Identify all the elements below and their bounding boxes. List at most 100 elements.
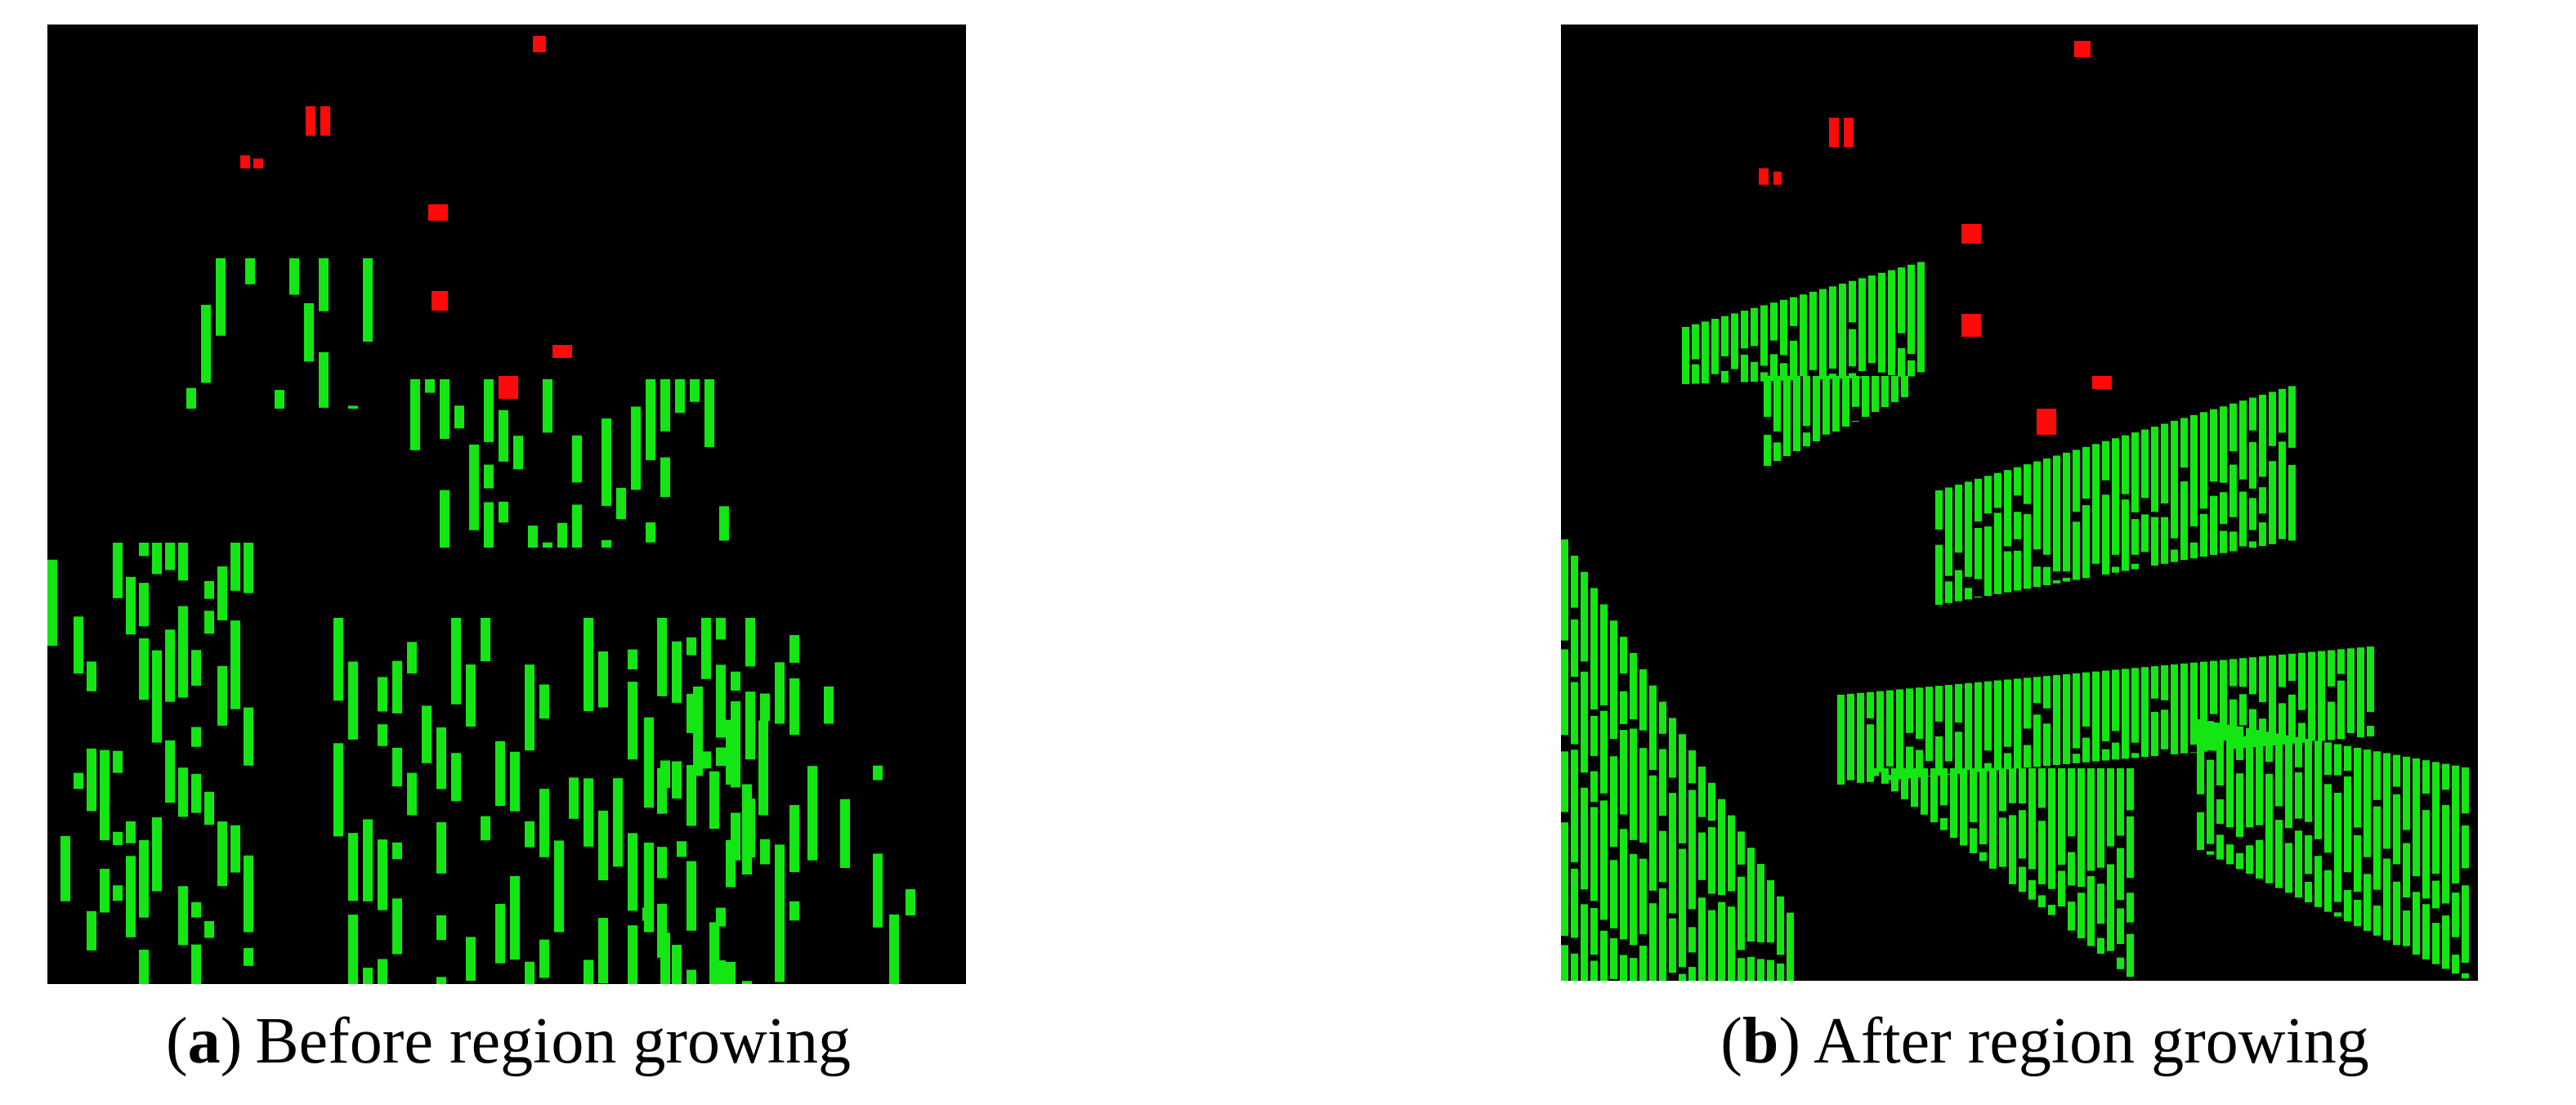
green-pixels bbox=[2373, 905, 2381, 936]
green-pixels bbox=[2033, 566, 2041, 588]
green-pixels bbox=[2249, 498, 2256, 530]
green-pixels bbox=[2354, 899, 2361, 927]
green-pixels bbox=[2087, 875, 2095, 946]
red-pixels bbox=[320, 106, 330, 136]
green-pixels bbox=[602, 539, 611, 548]
green-pixels bbox=[2246, 727, 2253, 828]
green-pixels bbox=[1955, 570, 1962, 602]
green-pixels bbox=[2043, 459, 2051, 555]
green-pixels bbox=[1849, 280, 1856, 323]
green-pixels bbox=[2053, 675, 2060, 765]
green-pixels bbox=[2442, 763, 2449, 790]
green-pixels bbox=[1872, 376, 1879, 412]
green-pixels bbox=[742, 981, 752, 984]
green-pixels bbox=[2068, 901, 2075, 931]
green-pixels bbox=[2295, 736, 2302, 767]
green-pixels bbox=[425, 379, 435, 393]
caption-open: ( bbox=[166, 1005, 188, 1077]
green-pixels bbox=[2024, 464, 2031, 504]
green-pixels bbox=[628, 649, 637, 670]
green-pixels bbox=[495, 740, 505, 806]
green-pixels bbox=[481, 618, 490, 662]
green-pixels bbox=[1960, 768, 1967, 846]
green-pixels bbox=[204, 580, 214, 599]
red-pixels bbox=[1773, 172, 1782, 185]
green-pixels bbox=[2318, 651, 2325, 741]
green-pixels bbox=[126, 576, 136, 635]
green-pixels bbox=[2019, 866, 2026, 892]
green-pixels bbox=[2082, 737, 2090, 763]
green-pixels bbox=[789, 678, 799, 736]
green-pixels bbox=[178, 543, 188, 581]
green-pixels bbox=[824, 687, 834, 724]
green-pixels bbox=[1708, 827, 1715, 894]
green-pixels bbox=[126, 821, 136, 843]
green-pixels bbox=[1692, 324, 1699, 360]
green-pixels bbox=[378, 677, 387, 712]
green-pixels bbox=[1901, 768, 1908, 799]
green-pixels bbox=[613, 778, 623, 867]
green-pixels bbox=[2019, 810, 2026, 859]
green-pixels bbox=[525, 821, 534, 848]
green-pixels bbox=[719, 506, 729, 541]
green-pixels bbox=[1777, 896, 1784, 955]
green-pixels bbox=[2210, 409, 2217, 482]
green-pixels bbox=[113, 831, 123, 846]
green-pixels bbox=[2328, 701, 2335, 740]
green-pixels bbox=[539, 939, 549, 978]
green-pixels bbox=[2131, 519, 2139, 555]
green-pixels bbox=[1906, 746, 1913, 779]
green-pixels bbox=[1561, 539, 1568, 641]
green-pixels bbox=[319, 351, 329, 408]
green-pixels bbox=[525, 961, 534, 984]
green-pixels bbox=[539, 684, 549, 719]
green-pixels bbox=[1630, 652, 1637, 719]
green-pixels bbox=[410, 379, 420, 450]
green-pixels bbox=[319, 258, 329, 311]
green-pixels bbox=[451, 618, 461, 705]
green-pixels bbox=[2171, 420, 2178, 539]
green-pixels bbox=[745, 691, 755, 760]
green-pixels bbox=[2305, 881, 2312, 902]
green-pixels bbox=[2068, 768, 2075, 837]
green-pixels bbox=[392, 842, 402, 860]
green-pixels bbox=[1935, 736, 1943, 776]
green-pixels bbox=[572, 435, 582, 483]
green-pixels bbox=[1751, 307, 1758, 347]
green-pixels bbox=[543, 542, 552, 548]
green-pixels bbox=[2117, 848, 2124, 901]
green-pixels bbox=[1773, 376, 1781, 432]
green-pixels bbox=[2308, 651, 2315, 741]
green-pixels bbox=[2442, 805, 2449, 904]
green-pixels bbox=[2063, 673, 2070, 764]
green-pixels bbox=[2259, 487, 2266, 514]
green-pixels bbox=[2092, 671, 2100, 762]
green-pixels bbox=[677, 841, 686, 857]
green-pixels bbox=[1777, 963, 1784, 981]
green-pixels bbox=[2279, 441, 2286, 539]
green-pixels bbox=[1793, 376, 1800, 451]
green-pixels bbox=[2043, 723, 2051, 767]
green-pixels bbox=[2285, 843, 2292, 893]
green-pixels bbox=[499, 409, 508, 462]
green-pixels bbox=[2220, 660, 2227, 741]
green-pixels bbox=[2337, 649, 2345, 674]
green-pixels bbox=[204, 920, 214, 938]
green-pixels bbox=[1891, 376, 1898, 402]
green-pixels bbox=[2102, 670, 2109, 742]
green-pixels bbox=[2043, 676, 2051, 709]
green-pixels bbox=[495, 903, 505, 964]
green-pixels bbox=[1994, 512, 2001, 594]
green-pixels bbox=[1901, 376, 1908, 397]
green-pixels bbox=[1639, 858, 1647, 935]
green-pixels bbox=[2432, 762, 2440, 875]
green-pixels bbox=[2239, 491, 2247, 547]
green-pixels bbox=[1590, 771, 1598, 803]
green-pixels bbox=[407, 772, 417, 816]
red-pixels bbox=[1961, 314, 1981, 337]
green-pixels bbox=[348, 833, 358, 901]
green-pixels bbox=[2004, 551, 2011, 593]
caption-a: (a) Before region growing bbox=[166, 1005, 851, 1077]
green-pixels bbox=[1692, 364, 1699, 384]
